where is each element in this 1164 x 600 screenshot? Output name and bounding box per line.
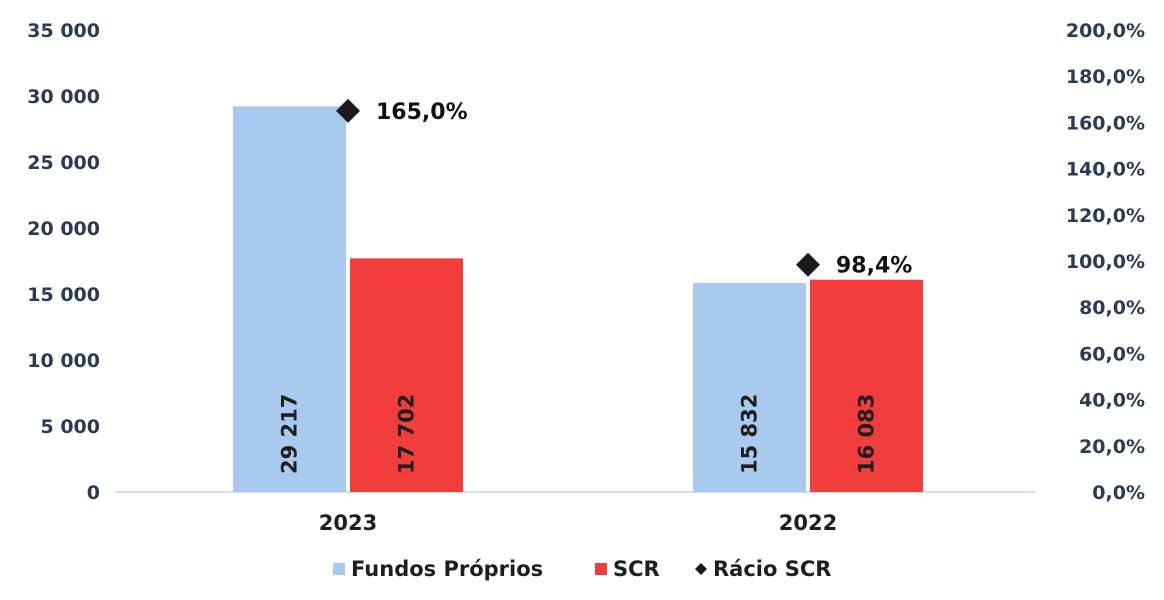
x-category-label: 2022 [779, 511, 837, 535]
y-right-tick-label: 80,0% [1079, 297, 1145, 319]
ratio-marker [336, 98, 360, 123]
ratio-value-label: 98,4% [836, 254, 912, 279]
y-right-tick-label: 60,0% [1079, 343, 1145, 365]
ratio-value-label: 165,0% [376, 100, 468, 125]
y-left-tick-label: 0 [87, 482, 100, 504]
legend-label: Rácio SCR [713, 557, 831, 581]
legend-label: Fundos Próprios [351, 557, 543, 581]
y-right-tick-label: 20,0% [1079, 436, 1145, 458]
y-right-tick-label: 180,0% [1066, 66, 1145, 88]
legend-swatch-racio-scr [695, 563, 707, 575]
y-left-tick-label: 5 000 [41, 416, 101, 438]
bar-fundos-proprios-2022 [693, 283, 806, 492]
bar-scr-2023 [350, 258, 463, 492]
x-category-label: 2023 [319, 511, 377, 535]
y-left-tick-label: 10 000 [27, 350, 100, 372]
y-right-tick-label: 200,0% [1066, 20, 1145, 42]
y-right-tick-label: 140,0% [1066, 159, 1145, 181]
legend-swatch-scr [595, 563, 607, 575]
y-right-tick-label: 0,0% [1092, 482, 1145, 504]
y-left-tick-label: 25 000 [27, 152, 100, 174]
bar-value-label: 16 083 [855, 394, 879, 474]
y-left-tick-label: 30 000 [27, 86, 100, 108]
bar-value-label: 17 702 [395, 394, 419, 474]
y-right-tick-label: 40,0% [1079, 390, 1145, 412]
bar-scr-2022 [810, 279, 923, 492]
ratio-marker [796, 252, 820, 277]
y-right-tick-label: 100,0% [1066, 251, 1145, 273]
bar-fundos-proprios-2023 [233, 106, 346, 492]
legend-label: SCR [613, 557, 660, 581]
y-right-tick-label: 160,0% [1066, 112, 1145, 134]
y-left-tick-label: 20 000 [27, 218, 100, 240]
bar-value-label: 15 832 [738, 394, 762, 474]
legend-swatch-fundos-proprios [333, 563, 345, 575]
bar-value-label: 29 217 [278, 394, 302, 474]
y-left-tick-label: 15 000 [27, 284, 100, 306]
y-left-tick-label: 35 000 [27, 20, 100, 42]
y-right-tick-label: 120,0% [1066, 205, 1145, 227]
